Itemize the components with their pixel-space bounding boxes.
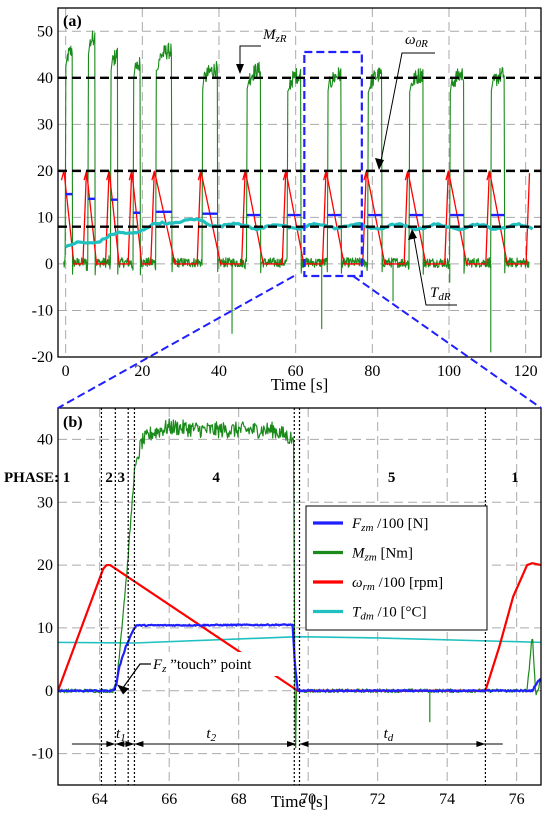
annotation-w0r: ω0R [405, 32, 428, 50]
y-tick-label: 0 [45, 256, 53, 273]
y-tick-label: 30 [37, 116, 53, 133]
series-mzm-a [63, 30, 530, 276]
legend: Fzm /100 [N] Mzm [Nm] ωrm /100 [rpm] Tdm /1… [305, 505, 488, 631]
x-tick-label: 70 [300, 791, 316, 808]
annotation-arrow [375, 158, 384, 170]
x-tick-label: 64 [92, 791, 108, 808]
x-tick-label: 74 [439, 791, 455, 808]
series-tdm-b [58, 635, 541, 644]
interval-arrow [299, 741, 309, 747]
zoom-connector-right [352, 275, 542, 409]
y-tick-label: 40 [37, 70, 53, 87]
series-fzm-b [58, 623, 541, 693]
interval-arrow [125, 741, 135, 747]
annotation-leader [412, 231, 457, 306]
y-tick-label: 10 [37, 209, 53, 226]
panel-label: (a) [63, 13, 82, 30]
annotation-arrow [117, 684, 130, 695]
annotation-leader [120, 663, 151, 691]
y-tick-label: 10 [37, 620, 53, 637]
phase-label: 1 [511, 470, 519, 486]
annotation-mzr: MzR [262, 27, 287, 45]
legend-label: Mzm [Nm] [351, 546, 413, 564]
series-fzm-a [65, 192, 505, 217]
phase-label: 3 [117, 470, 125, 486]
interval-label: td [384, 726, 394, 744]
phase-label: 2 [105, 470, 113, 486]
x-tick-label: 100 [437, 363, 461, 380]
legend-label: Tdm /10 [°C] [352, 605, 426, 623]
x-tick-label: 80 [364, 363, 380, 380]
phase-prefix: PHASE: 1 [4, 470, 70, 486]
y-tick-label: -10 [32, 302, 53, 319]
annotation-leader [379, 52, 435, 167]
phase-label: 5 [388, 470, 396, 486]
annotation-touch: Fz ”touch” point [152, 657, 252, 675]
axes-frame-b [57, 407, 542, 786]
y-tick-label: -20 [32, 349, 53, 366]
x-tick-label: 20 [134, 363, 150, 380]
annotation-tdr: TdR [430, 285, 451, 303]
x-tick-label: 0 [62, 363, 70, 380]
zoom-window-a [303, 50, 363, 278]
zoom-connector-left [57, 275, 295, 409]
x-axis-title: Time [s] [271, 792, 328, 811]
axes-frame-a [57, 7, 542, 358]
x-tick-label: 120 [514, 363, 538, 380]
series-tdm-a [64, 217, 534, 249]
x-tick-label: 66 [161, 791, 177, 808]
y-tick-label: -10 [32, 746, 53, 763]
interval-arrow [287, 741, 297, 747]
y-tick-label: 30 [37, 494, 53, 511]
y-tick-label: 50 [37, 23, 53, 40]
x-tick-label: 40 [211, 363, 227, 380]
annotation-bg [150, 652, 286, 676]
y-tick-label: 0 [45, 683, 53, 700]
interval-arrow [115, 741, 125, 747]
interval-label: t2 [206, 726, 216, 744]
interval-arrow [134, 741, 144, 747]
x-axis-title: Time [s] [271, 375, 328, 394]
x-tick-label: 60 [288, 363, 304, 380]
panel-b: 64 66 68 70 72 74 76 -10 0 10 20 30 40 Time [s] (b) PHA… [4, 407, 542, 811]
annotation-arrow [236, 64, 244, 74]
x-tick-label: 68 [231, 791, 247, 808]
y-tick-label: 40 [37, 431, 53, 448]
y-tick-label: 20 [37, 163, 53, 180]
zoom-connector [57, 275, 542, 409]
phase-label: 4 [212, 470, 220, 486]
plot-area-b [58, 418, 541, 749]
panel-a: 0 20 40 60 80 100 120 -20 -10 0 10 20 30 40 50 Time [s]… [32, 7, 542, 394]
interval-arrow [106, 741, 116, 747]
legend-box [305, 505, 488, 631]
plot-area-a [58, 30, 541, 353]
y-tick-label: 20 [37, 557, 53, 574]
x-tick-label: 72 [370, 791, 386, 808]
interval-label: t1 [116, 726, 126, 744]
legend-label: ωrm /100 [rpm] [352, 575, 443, 593]
x-tick-label: 76 [509, 791, 525, 808]
annotation-arrow [408, 229, 417, 240]
interval-arrow [476, 741, 486, 747]
panel-label: (b) [63, 414, 83, 431]
legend-label: Fzm /100 [N] [351, 516, 428, 534]
